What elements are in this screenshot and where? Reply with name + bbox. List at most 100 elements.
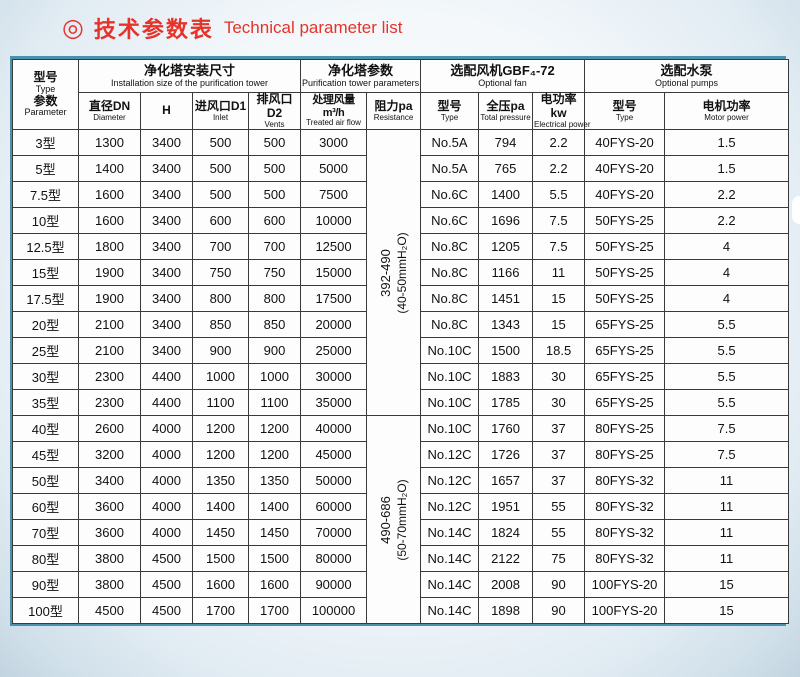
corner-en-parameter: Parameter bbox=[24, 107, 67, 118]
table-row: 40型 2600 4000 1200 1200 40000 490-686 (50-70mmH… bbox=[12, 415, 790, 625]
cell-power: 30 bbox=[532, 363, 586, 391]
group-header-optional-fan: 选配风机GBF₄-72 Optional fan bbox=[420, 59, 586, 93]
group-parameters-en: Purification tower parameters bbox=[302, 77, 420, 88]
cell-motor_power: 11 bbox=[664, 467, 790, 495]
page-edge-notch bbox=[792, 196, 800, 224]
col-header-electrical-power: 电功率kw Electrical power bbox=[532, 91, 591, 131]
col-header-total-pressure: 全压pa Total pressure bbox=[478, 91, 534, 131]
cell-inlet: 850 bbox=[192, 311, 249, 339]
cell-airflow: 30000 bbox=[300, 363, 368, 391]
resistance-range: 392-490 bbox=[377, 249, 393, 297]
cell-motor_power: 5.5 bbox=[664, 389, 790, 417]
cell-vent: 750 bbox=[247, 259, 302, 287]
cell-h: 4500 bbox=[140, 597, 193, 625]
cell-pump_type: 65FYS-25 bbox=[584, 337, 666, 365]
cell-diameter: 1800 bbox=[78, 233, 141, 261]
cell-airflow: 12500 bbox=[300, 233, 368, 261]
table-row: 3型 1300 3400 500 500 3000 392-490 (40-50mmH₂O) N… bbox=[12, 129, 790, 417]
cell-motor_power: 7.5 bbox=[664, 415, 790, 443]
col-header-inlet: 进风口D1 Inlet bbox=[192, 91, 249, 131]
cell-inlet: 500 bbox=[192, 155, 249, 183]
cell-h: 3400 bbox=[140, 337, 193, 365]
resistance-note: (40-50mmH₂O) bbox=[394, 232, 409, 314]
cell-model: 25型 bbox=[12, 337, 79, 365]
cell-model: 5型 bbox=[12, 155, 79, 183]
cell-vent: 500 bbox=[247, 181, 302, 209]
cell-vent: 500 bbox=[247, 155, 302, 183]
cell-airflow: 25000 bbox=[300, 337, 368, 365]
cell-model: 17.5型 bbox=[12, 285, 79, 313]
cell-model: 35型 bbox=[12, 389, 79, 417]
cell-diameter: 2600 bbox=[78, 415, 141, 443]
cell-model: 12.5型 bbox=[12, 233, 79, 261]
cell-motor_power: 2.2 bbox=[664, 181, 790, 209]
group-header-optional-pumps: 选配水泵 Optional pumps bbox=[584, 59, 790, 93]
cell-vent: 1600 bbox=[247, 571, 302, 599]
cell-pressure: 765 bbox=[478, 155, 534, 183]
cell-h: 3400 bbox=[140, 233, 193, 261]
corner-header: 型号 Type 参数 Parameter bbox=[12, 58, 79, 131]
cell-fan_type: No.14C bbox=[420, 545, 480, 573]
cell-diameter: 1600 bbox=[78, 207, 141, 235]
cell-model: 20型 bbox=[12, 311, 79, 339]
cell-airflow: 60000 bbox=[300, 493, 368, 521]
cell-diameter: 3400 bbox=[78, 467, 141, 495]
resistance-merged-cell: 490-686 (50-70mmH₂O) bbox=[366, 415, 422, 625]
table-row: 100型 4500 4500 1700 1700 100000 No.14C 1898 90 10… bbox=[12, 597, 790, 625]
cell-pump_type: 100FYS-20 bbox=[584, 571, 666, 599]
cell-model: 15型 bbox=[12, 259, 79, 287]
cell-pump_type: 100FYS-20 bbox=[584, 597, 666, 625]
cell-inlet: 1600 bbox=[192, 571, 249, 599]
cell-model: 40型 bbox=[12, 415, 79, 443]
cell-airflow: 15000 bbox=[300, 259, 368, 287]
cell-vent: 600 bbox=[247, 207, 302, 235]
cell-vent: 1200 bbox=[247, 415, 302, 443]
group-pumps-zh: 选配水泵 bbox=[660, 62, 713, 78]
col-header-vents: 排风口D2 Vents bbox=[247, 91, 302, 131]
cell-power: 90 bbox=[532, 597, 586, 625]
cell-diameter: 1900 bbox=[78, 285, 141, 313]
table-row: 12.5型 1800 3400 700 700 12500 No.8C 1205 7.5 50FY… bbox=[12, 233, 790, 261]
cell-fan_type: No.12C bbox=[420, 493, 480, 521]
cell-pressure: 1166 bbox=[478, 259, 534, 287]
cell-power: 37 bbox=[532, 415, 586, 443]
cell-model: 60型 bbox=[12, 493, 79, 521]
cell-diameter: 1600 bbox=[78, 181, 141, 209]
table-row: 45型 3200 4000 1200 1200 45000 No.12C 1726 37 80FY… bbox=[12, 441, 790, 469]
cell-airflow: 3000 bbox=[300, 129, 368, 157]
sub-header-row: 直径DN Diameter H 进风口D1 Inlet 排风口D2 Vents 处理风… bbox=[13, 91, 790, 131]
cell-pressure: 1883 bbox=[478, 363, 534, 391]
table-row: 7.5型 1600 3400 500 500 7500 No.6C 1400 5.5 40FYS-… bbox=[12, 181, 790, 209]
col-header-pump-type: 型号 Type bbox=[584, 91, 666, 131]
cell-fan_type: No.12C bbox=[420, 467, 480, 495]
cell-inlet: 500 bbox=[192, 181, 249, 209]
cell-h: 4000 bbox=[140, 493, 193, 521]
cell-power: 75 bbox=[532, 545, 586, 573]
cell-h: 4000 bbox=[140, 467, 193, 495]
cell-power: 2.2 bbox=[532, 155, 586, 183]
cell-vent: 1000 bbox=[247, 363, 302, 391]
cell-diameter: 3600 bbox=[78, 519, 141, 547]
cell-motor_power: 1.5 bbox=[664, 155, 790, 183]
cell-power: 11 bbox=[532, 259, 586, 287]
cell-model: 10型 bbox=[12, 207, 79, 235]
table-row: 20型 2100 3400 850 850 20000 No.8C 1343 15 65FYS-2… bbox=[12, 311, 790, 339]
cell-h: 3400 bbox=[140, 181, 193, 209]
cell-inlet: 1350 bbox=[192, 467, 249, 495]
cell-h: 3400 bbox=[140, 285, 193, 313]
cell-h: 4000 bbox=[140, 441, 193, 469]
cell-fan_type: No.10C bbox=[420, 389, 480, 417]
cell-airflow: 5000 bbox=[300, 155, 368, 183]
cell-motor_power: 11 bbox=[664, 519, 790, 547]
cell-inlet: 1450 bbox=[192, 519, 249, 547]
cell-h: 4000 bbox=[140, 415, 193, 443]
cell-pump_type: 65FYS-25 bbox=[584, 389, 666, 417]
resistance-merged-cell: 392-490 (40-50mmH₂O) bbox=[366, 129, 422, 417]
cell-h: 3400 bbox=[140, 155, 193, 183]
cell-fan_type: No.6C bbox=[420, 207, 480, 235]
resistance-note: (50-70mmH₂O) bbox=[394, 479, 409, 561]
cell-fan_type: No.12C bbox=[420, 441, 480, 469]
cell-diameter: 2100 bbox=[78, 337, 141, 365]
cell-airflow: 20000 bbox=[300, 311, 368, 339]
